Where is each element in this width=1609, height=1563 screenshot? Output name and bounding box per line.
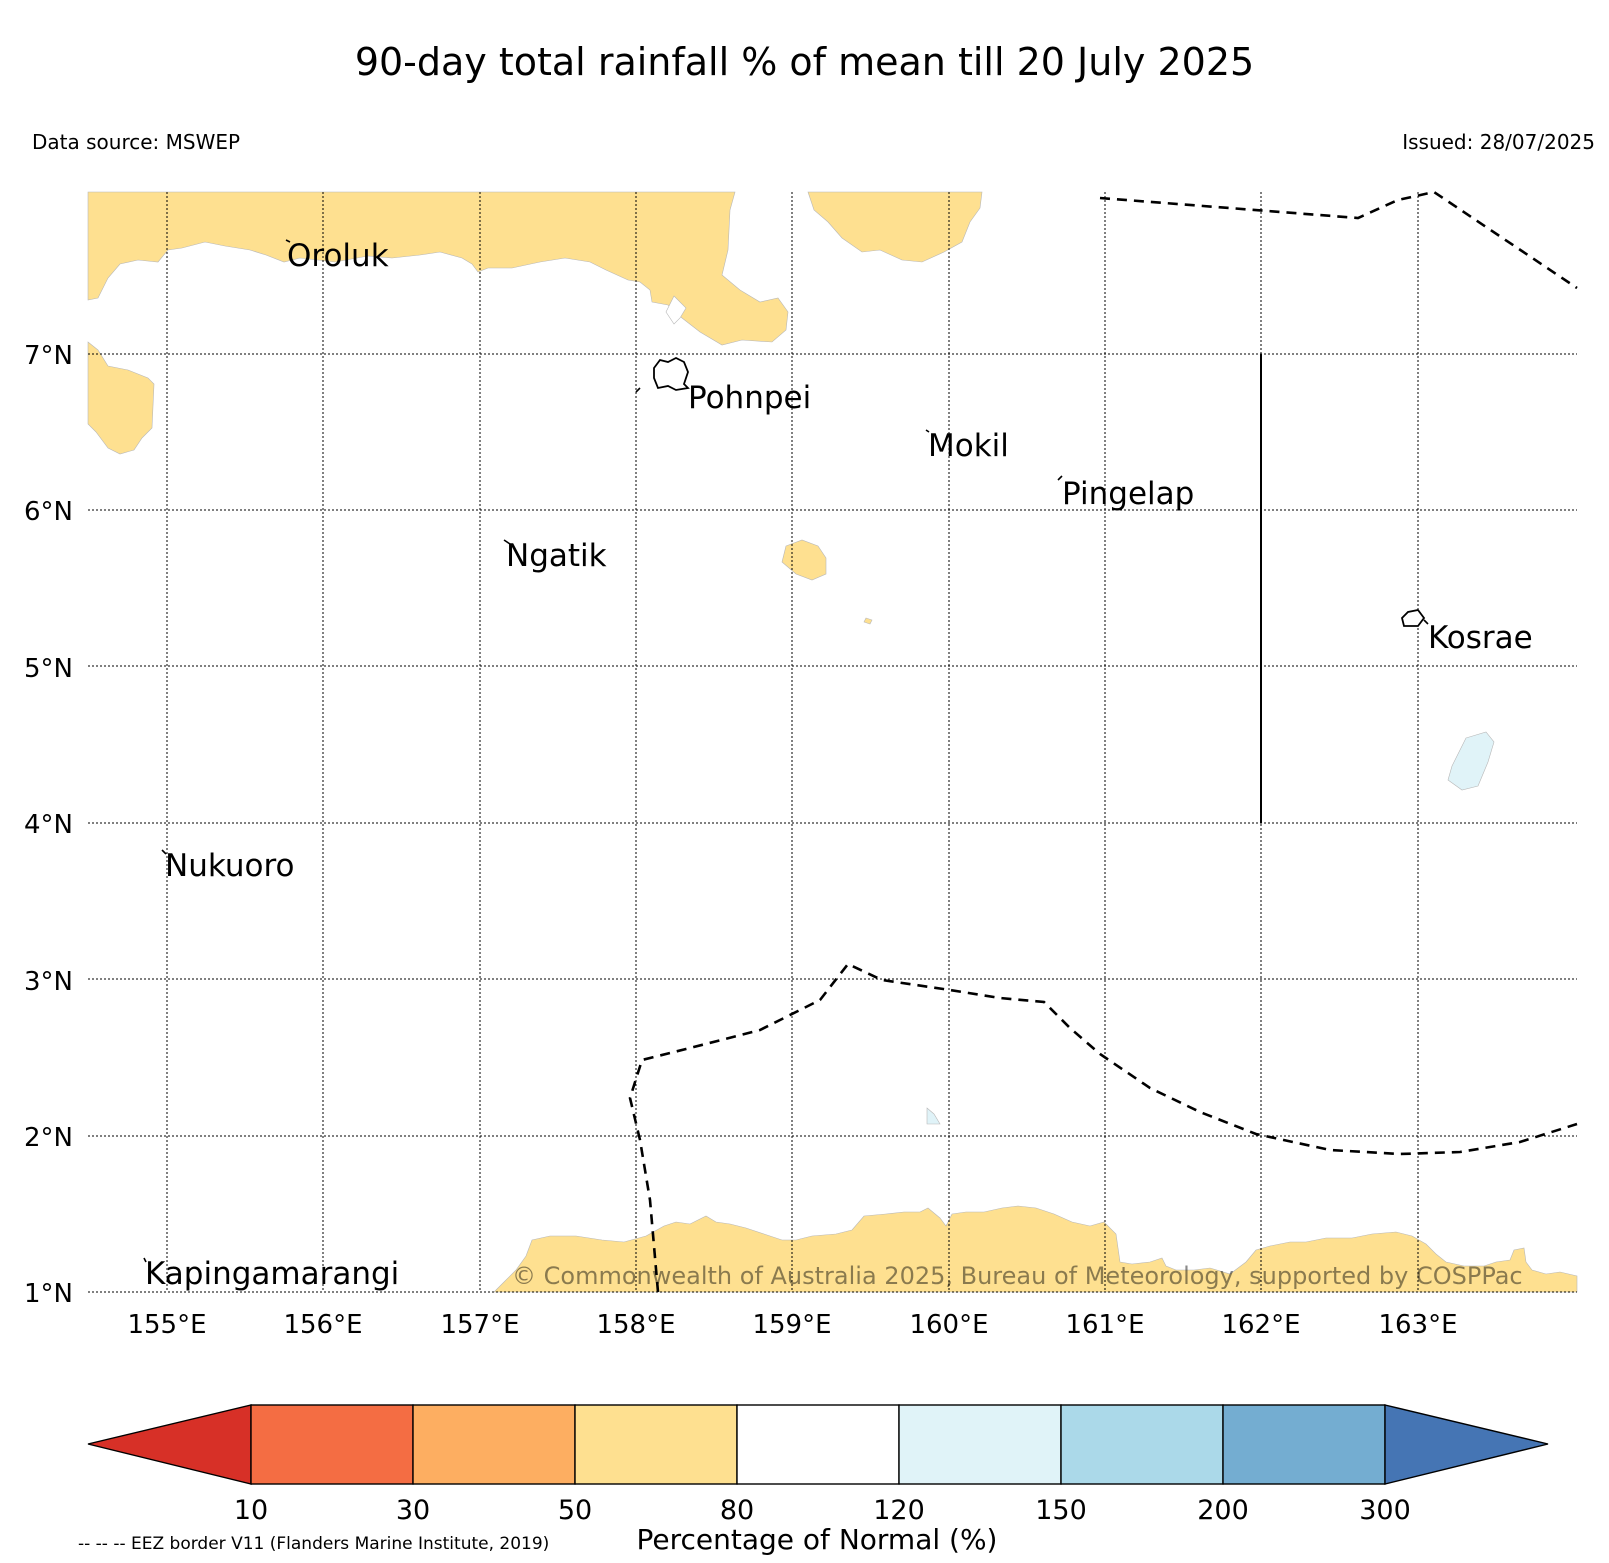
lat-label: 7°N bbox=[24, 341, 73, 371]
lon-label: 156°E bbox=[283, 1310, 362, 1340]
eez-border-note: -- -- -- EEZ border V11 (Flanders Marine… bbox=[78, 1534, 549, 1554]
lat-label: 6°N bbox=[24, 497, 73, 527]
colorbar-tick-label: 80 bbox=[720, 1495, 754, 1526]
lat-label: 2°N bbox=[24, 1123, 73, 1153]
copyright-notice: © Commonwealth of Australia 2025, Bureau… bbox=[512, 1262, 1523, 1290]
colorbar-tick-label: 200 bbox=[1197, 1495, 1249, 1526]
white-patch-pohnpei bbox=[665, 295, 687, 325]
colorbar-segment-200-300 bbox=[1222, 1404, 1386, 1485]
lat-label: 5°N bbox=[24, 654, 73, 684]
lon-label: 163°E bbox=[1378, 1310, 1457, 1340]
rainfall-region-north-west bbox=[87, 191, 789, 346]
lat-label: 4°N bbox=[24, 810, 73, 840]
latitude-labels: 7°N 6°N 5°N 4°N 3°N 2°N 1°N bbox=[24, 341, 73, 1309]
map-title: 90-day total rainfall % of mean till 20 … bbox=[354, 40, 1255, 84]
rainfall-region-west bbox=[87, 341, 155, 455]
eez-borders bbox=[628, 190, 1578, 1293]
lon-label: 159°E bbox=[752, 1310, 831, 1340]
colorbar-segment-80-120 bbox=[736, 1404, 900, 1485]
lat-label: 1°N bbox=[24, 1279, 73, 1309]
colorbar-extend-high bbox=[1384, 1404, 1549, 1485]
place-label-pohnpei: Pohnpei bbox=[688, 380, 811, 416]
colorbar-tick-label: 120 bbox=[873, 1495, 925, 1526]
colorbar-tick-label: 50 bbox=[558, 1495, 592, 1526]
place-label-kapingamarangi: Kapingamarangi bbox=[145, 1256, 399, 1292]
place-label-oroluk: Oroluk bbox=[287, 238, 389, 274]
issued-date-label: Issued: 28/07/2025 bbox=[1402, 130, 1595, 154]
rainfall-patch-center bbox=[781, 539, 827, 581]
pohnpei-island bbox=[653, 356, 690, 391]
colorbar-segment-50-80 bbox=[574, 1404, 738, 1485]
lon-label: 155°E bbox=[127, 1310, 206, 1340]
colorbar-segment-10-30 bbox=[250, 1404, 414, 1485]
place-labels: Oroluk Pohnpei Mokil Pingelap Ngatik Kos… bbox=[145, 238, 1533, 1292]
lat-label: 3°N bbox=[24, 967, 73, 997]
colorbar-tick-label: 10 bbox=[234, 1495, 268, 1526]
data-source-label: Data source: MSWEP bbox=[32, 130, 241, 154]
place-label-kosrae: Kosrae bbox=[1428, 620, 1533, 656]
colorbar-segment-150-200 bbox=[1060, 1404, 1224, 1485]
colorbar: 10 30 50 80 120 150 200 300 Percentage o… bbox=[87, 1404, 1549, 1556]
lon-label: 161°E bbox=[1065, 1310, 1144, 1340]
gridlines bbox=[88, 192, 1577, 1293]
colorbar-ticks: 10 30 50 80 120 150 200 300 bbox=[234, 1495, 1411, 1526]
rainfall-region-north-center bbox=[807, 191, 983, 263]
place-label-ngatik: Ngatik bbox=[506, 538, 607, 574]
wet-patch-east bbox=[1447, 731, 1495, 791]
colorbar-extend-low bbox=[87, 1404, 252, 1485]
colorbar-tick-label: 150 bbox=[1035, 1495, 1087, 1526]
map-area: Oroluk Pohnpei Mokil Pingelap Ngatik Kos… bbox=[87, 190, 1578, 1293]
lon-label: 157°E bbox=[440, 1310, 519, 1340]
colorbar-tick-label: 30 bbox=[396, 1495, 430, 1526]
place-label-pingelap: Pingelap bbox=[1062, 476, 1194, 512]
rainfall-region-south bbox=[493, 1205, 1578, 1293]
place-label-nukuoro: Nukuoro bbox=[165, 848, 294, 884]
colorbar-tick-label: 300 bbox=[1359, 1495, 1411, 1526]
lon-label: 162°E bbox=[1221, 1310, 1300, 1340]
atoll-marks bbox=[143, 239, 1429, 1263]
colorbar-segment-30-50 bbox=[412, 1404, 576, 1485]
rainfall-dot-center bbox=[863, 617, 873, 625]
colorbar-title: Percentage of Normal (%) bbox=[637, 1523, 998, 1556]
colorbar-segment-120-150 bbox=[898, 1404, 1062, 1485]
wet-patch-south bbox=[926, 1107, 941, 1125]
lon-label: 158°E bbox=[596, 1310, 675, 1340]
lon-label: 160°E bbox=[909, 1310, 988, 1340]
place-label-mokil: Mokil bbox=[928, 428, 1009, 464]
longitude-labels: 155°E 156°E 157°E 158°E 159°E 160°E 161°… bbox=[127, 1310, 1457, 1340]
kosrae-island bbox=[1401, 609, 1426, 627]
